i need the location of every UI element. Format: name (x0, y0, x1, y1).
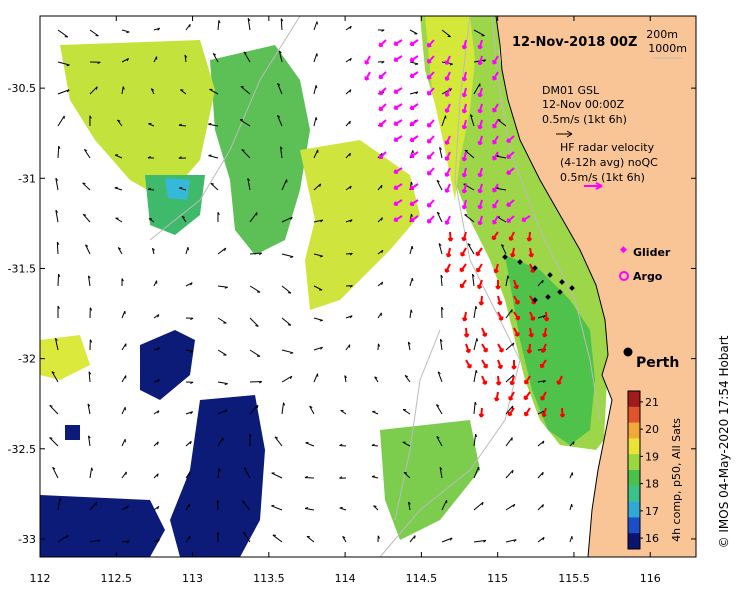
model-time: 12-Nov 00:00Z (542, 98, 625, 111)
colorbar-tick-label-0: 21 (645, 396, 659, 409)
x-tick-label-7: 115.5 (558, 572, 590, 585)
y-tick-label-1: -31 (18, 172, 36, 185)
colorbar-segment-6 (628, 486, 640, 502)
y-tick-label-4: -32.5 (8, 443, 36, 456)
colorbar-tick-label-3: 18 (645, 478, 659, 491)
x-tick-label-8: 116 (640, 572, 661, 585)
colorbar-segment-9 (628, 533, 640, 549)
contour-label-200m: 200m (646, 28, 678, 41)
colorbar-segment-7 (628, 502, 640, 518)
glider-legend-symbol: ◆ (620, 245, 627, 255)
colorbar-segment-8 (628, 517, 640, 533)
y-tick-label-3: -32 (18, 353, 36, 366)
colorbar-segment-0 (628, 391, 640, 407)
x-tick-label-0: 112 (30, 572, 51, 585)
contour-label-1000m: 1000m (648, 42, 687, 55)
model-scale-label: 0.5m/s (1kt 6h) (542, 113, 627, 126)
colorbar-tick-label-2: 19 (645, 450, 659, 463)
colorbar-segment-3 (628, 438, 640, 454)
x-tick-label-5: 114.5 (406, 572, 438, 585)
colorbar-segment-4 (628, 454, 640, 470)
x-tick-label-1: 112.5 (101, 572, 133, 585)
radar-label-2: (4-12h avg) noQC (560, 156, 658, 169)
y-tick-label-2: -31.5 (8, 262, 36, 275)
x-tick-label-4: 114 (335, 572, 356, 585)
colorbar-segment-5 (628, 470, 640, 486)
x-tick-label-6: 115 (487, 572, 508, 585)
y-tick-label-5: -33 (18, 533, 36, 546)
x-tick-label-2: 113 (182, 572, 203, 585)
sst-cold-patch-4 (65, 425, 80, 440)
glider-legend-label: Glider (633, 246, 671, 259)
sst-cyan-patch (165, 178, 190, 200)
perth-marker (624, 348, 633, 357)
y-tick-label-0: -30.5 (8, 82, 36, 95)
colorbar-tick-label-4: 17 (645, 505, 659, 518)
argo-legend-label: Argo (633, 270, 663, 283)
credit-text: © IMOS 04-May-2020 17:54 Hobart (717, 335, 731, 548)
x-tick-label-3: 113.5 (253, 572, 285, 585)
colorbar-tick-label-5: 16 (645, 532, 659, 545)
colorbar-label: 4h comp, p50, All Sats (670, 418, 683, 542)
radar-label-1: HF radar velocity (560, 141, 655, 154)
model-label: DM01 GSL (542, 84, 600, 97)
colorbar-segment-2 (628, 423, 640, 439)
radar-scale-label: 0.5m/s (1kt 6h) (560, 171, 645, 184)
map-title: 12-Nov-2018 00Z (512, 35, 637, 50)
colorbar-segment-1 (628, 407, 640, 423)
colorbar-tick-label-1: 20 (645, 423, 659, 436)
perth-label: Perth (636, 355, 679, 371)
